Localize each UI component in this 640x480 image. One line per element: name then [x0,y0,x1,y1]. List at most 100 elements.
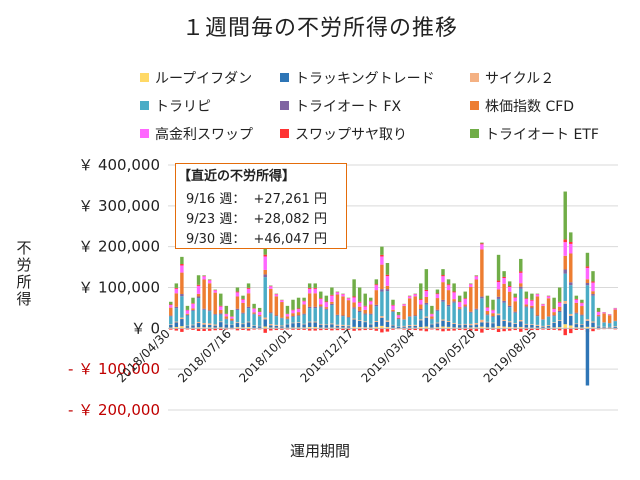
bar-segment [585,326,590,329]
bar-segment [585,267,590,280]
bar-segment [357,320,362,328]
bar-segment [580,324,584,325]
bar-segment [363,306,367,310]
bar-segment-negative [519,328,523,332]
bar-segment [557,306,562,311]
legend-item-high-interest-swap: 高金利スワップ [140,124,253,144]
bar-segment [169,315,173,317]
bar-segment [257,316,262,317]
bar-segment [607,314,612,316]
bar-segment [352,302,356,308]
bar-segment [463,324,467,328]
bar-segment [452,299,456,302]
bar-segment [174,306,179,309]
bar-segment-negative [496,328,501,333]
bar-segment [457,308,462,310]
bar-segment [202,279,206,309]
bar-segment [452,322,456,324]
bar-segment [552,308,556,310]
bar-segment [257,312,262,316]
bar-segment [285,305,290,314]
bar-segment [474,308,479,310]
bar-segment [202,323,206,325]
bar-segment [280,317,284,319]
bar-segment [246,322,251,327]
bar-segment [352,297,356,303]
bar-segment [441,320,445,327]
bar-segment [446,304,451,307]
bar-segment [441,319,445,321]
bar-segment [446,284,451,286]
bar-segment [291,299,295,310]
bar-segment [569,241,573,244]
bar-segment [180,326,184,329]
bar-segment [419,304,423,310]
bar-segment [496,280,501,283]
bar-segment [519,326,523,329]
y-tick-label: ￥ 200,000 [78,238,160,256]
bar-segment [324,301,329,303]
bar-segment-negative [574,328,579,330]
bar-segment [563,324,567,329]
bar-segment [602,313,606,323]
bar-segment [396,312,401,315]
bar-segment [474,324,479,328]
bar-segment [496,315,501,327]
bar-segment [457,325,462,328]
bar-segment [491,322,495,324]
bar-segment [524,298,529,305]
bar-segment [519,258,523,272]
bar-segment [380,264,384,290]
bar-segment [180,319,184,327]
bar-segment [235,327,240,329]
bar-segment [596,316,601,326]
bar-segment [307,287,312,289]
bar-segment [602,327,606,329]
bar-segment [341,316,345,325]
bar-segment [307,283,312,288]
bar-segment [246,288,251,294]
bar-segment [585,319,590,321]
bar-segment [480,243,484,245]
bar-segment [346,317,351,318]
bar-segment [319,291,323,299]
bar-segment [324,309,329,325]
bar-segment [580,303,584,307]
bar-segment [363,309,367,314]
bar-segment [574,295,579,299]
bar-segment [524,304,529,307]
bar-segment [557,302,562,307]
legend-label: 株価指数 CFD [485,99,575,115]
bar-segment [474,279,479,309]
bar-segment [513,323,517,324]
bar-segment [252,308,256,313]
bar-segment [185,326,190,328]
bar-segment [280,325,284,327]
recent-income-callout: 【直近の不労所得】 9/16 週： +27,261 円 9/23 週： +28,… [175,163,347,249]
bar-segment [402,319,406,326]
bar-segment [180,264,184,266]
bar-segment [291,316,295,317]
bar-segment [196,298,201,322]
bar-segment [341,294,345,297]
bar-segment [319,323,323,325]
bar-segment [441,282,445,300]
bar-segment [385,263,390,275]
bar-segment [546,325,551,327]
bar-segment [352,319,356,327]
bar-segment [430,318,434,320]
bar-segment [369,304,373,314]
bar-segment [474,327,479,329]
bar-segment [224,318,229,320]
bar-segment [541,304,545,306]
bar-segment [441,326,445,329]
bar-segment [519,283,523,287]
bar-segment [569,313,573,316]
bar-segment [269,286,273,289]
bars [169,191,617,386]
bar-segment [474,275,479,277]
bar-segment [596,315,601,317]
bar-segment [530,324,534,325]
legend-label: トライオート FX [295,99,402,115]
bar-segment [585,252,590,267]
